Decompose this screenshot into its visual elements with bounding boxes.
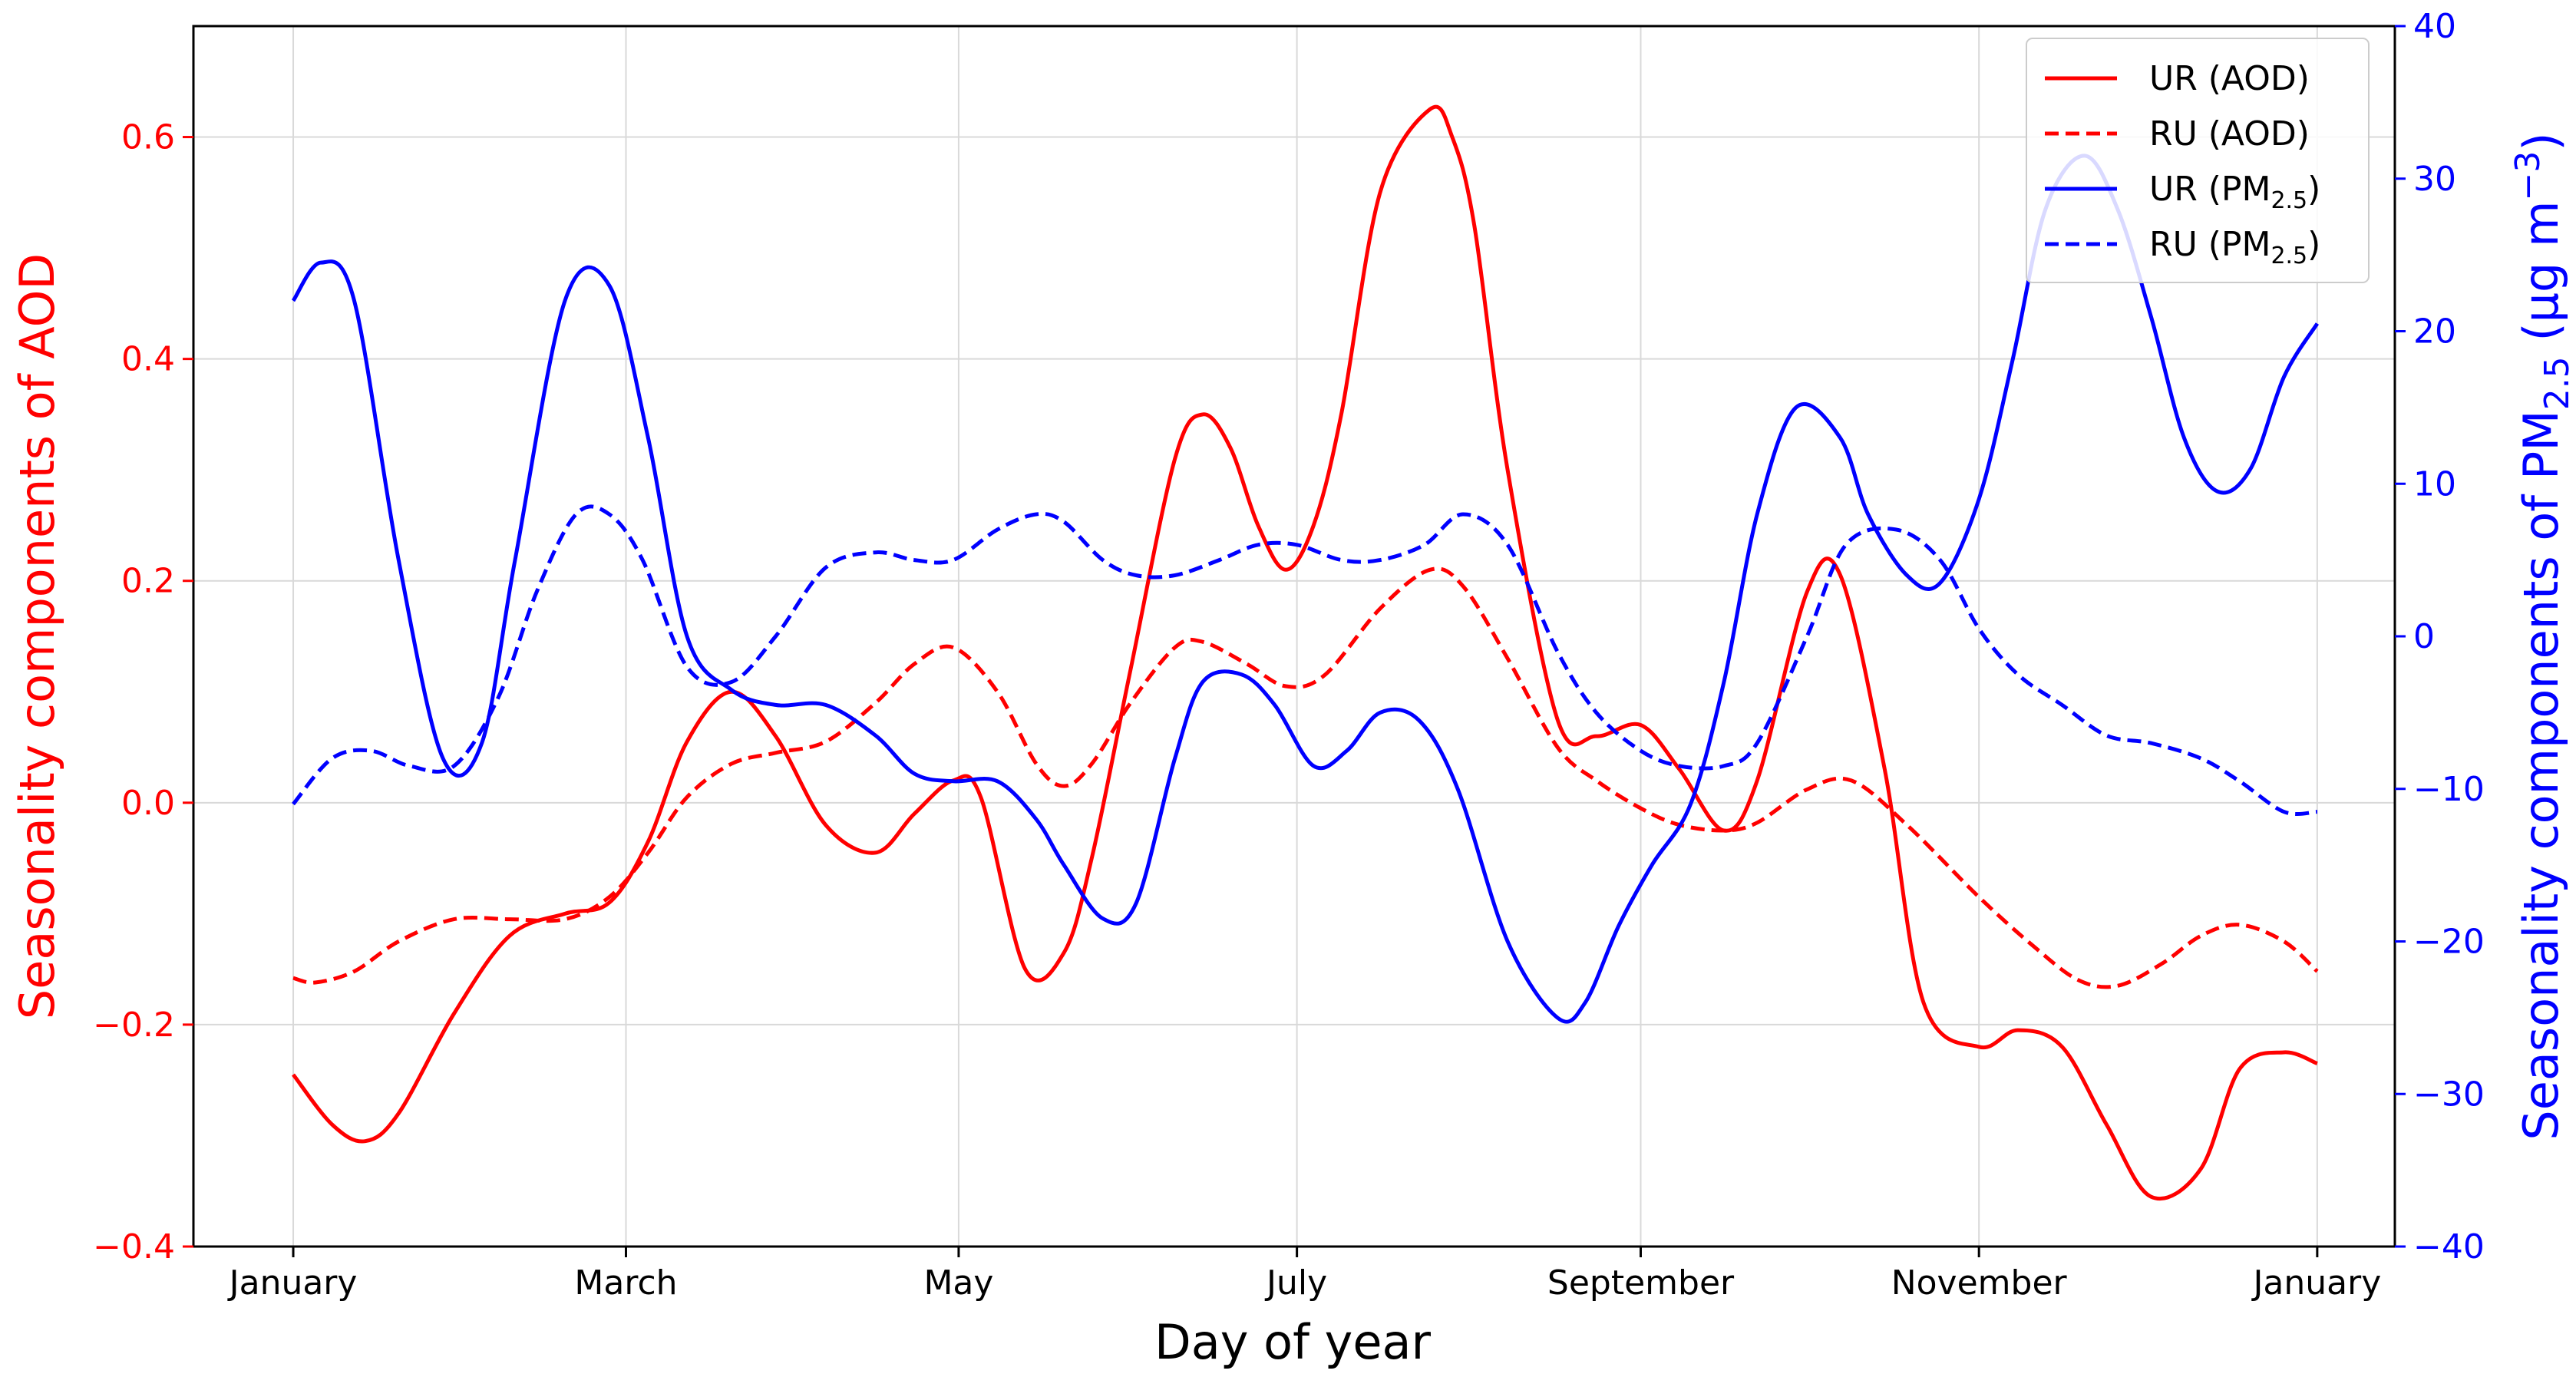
- y-axis-right-title-units: (μg m: [2513, 200, 2569, 356]
- series-line-ru-pm2-5: [292, 504, 2318, 816]
- legend-label-tail: ): [2307, 225, 2320, 264]
- y-axis-right-title-close: ): [2513, 132, 2569, 150]
- y-axis-right: −40 −30 −20 −10 0 10 20 30 40: [2395, 7, 2485, 1266]
- legend-label-text: RU (PM: [2149, 225, 2271, 264]
- legend-label: UR (AOD): [2149, 59, 2310, 98]
- legend-label-text: UR (AOD): [2149, 59, 2310, 98]
- legend-label: RU (PM2.5): [2149, 225, 2320, 269]
- legend-label: UR (PM2.5): [2149, 170, 2320, 214]
- y-right-tick-label: 30: [2413, 160, 2456, 199]
- y-right-tick-label: −30: [2413, 1075, 2485, 1114]
- series-line-ru-aod: [292, 566, 2319, 989]
- y-right-tick-label: 40: [2413, 7, 2456, 46]
- x-tick-label: November: [1891, 1263, 2068, 1303]
- y-axis-right-title-sup: −3: [2508, 151, 2548, 201]
- legend-label: RU (AOD): [2149, 114, 2310, 154]
- legend-label-sub: 2.5: [2271, 187, 2307, 214]
- series-line-ur-aod: [292, 104, 2318, 1201]
- legend-label-text: UR (PM: [2149, 170, 2271, 209]
- legend: UR (AOD)RU (AOD)UR (PM2.5)RU (PM2.5): [2026, 38, 2370, 283]
- x-tick-label: July: [1264, 1263, 1327, 1303]
- y-axis-right-title-sub: 2.5: [2538, 356, 2576, 410]
- x-tick-label: September: [1547, 1263, 1735, 1303]
- legend-label-text: RU (AOD): [2149, 114, 2310, 154]
- x-axis-title: Day of year: [1154, 1314, 1431, 1370]
- y-left-tick-label: −0.2: [93, 1006, 175, 1045]
- x-tick-label: March: [574, 1263, 677, 1303]
- y-axis-right-title: Seasonality components of PM2.5 (μg m−3): [2508, 132, 2576, 1140]
- y-right-tick-label: 10: [2413, 464, 2456, 504]
- y-left-tick-label: 0.6: [121, 118, 175, 157]
- legend-label-sub: 2.5: [2271, 243, 2307, 269]
- y-right-tick-label: 0: [2413, 617, 2435, 656]
- series-layer: [291, 104, 2320, 1201]
- y-left-tick-label: 0.0: [121, 784, 175, 823]
- y-right-tick-label: −10: [2413, 770, 2485, 809]
- y-left-tick-label: −0.4: [93, 1227, 175, 1266]
- series-line-ur-pm2-5: [291, 154, 2320, 1024]
- x-tick-label: January: [2251, 1263, 2381, 1303]
- legend-label-tail: ): [2307, 170, 2320, 209]
- y-left-tick-label: 0.2: [121, 562, 175, 601]
- x-tick-label: January: [227, 1263, 358, 1303]
- y-axis-left-title: Seasonality components of AOD: [9, 253, 65, 1019]
- y-left-tick-label: 0.4: [121, 340, 175, 379]
- y-right-tick-label: −20: [2413, 923, 2485, 962]
- x-tick-label: May: [923, 1263, 993, 1303]
- x-axis: January March May July September November Janu…: [227, 1247, 2381, 1303]
- y-axis-right-title-prefix: Seasonality components of PM: [2513, 410, 2569, 1140]
- y-axis-left: −0.4 −0.2 0.0 0.2 0.4 0.6: [93, 118, 193, 1266]
- legend-box: [2026, 38, 2370, 283]
- y-right-tick-label: 20: [2413, 312, 2456, 352]
- y-right-tick-label: −40: [2413, 1227, 2485, 1266]
